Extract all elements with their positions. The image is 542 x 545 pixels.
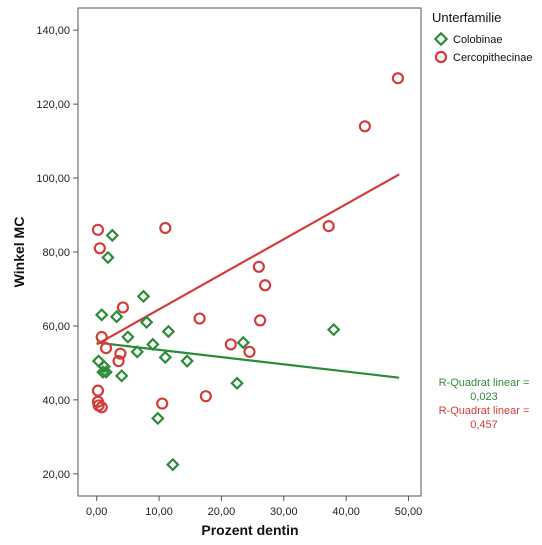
point-cercopithecinae: [254, 314, 267, 327]
point-colobinae: [97, 359, 111, 374]
fit-line-colobinae: [96, 341, 400, 379]
legend-item-colobinae: Colobinae: [433, 31, 503, 47]
x-tick-label: 30,00: [270, 506, 298, 518]
legend-marker-circle: [434, 50, 448, 64]
point-colobinae: [326, 322, 341, 337]
point-colobinae: [166, 457, 180, 472]
point-colobinae: [180, 354, 194, 368]
point-cercopithecinae: [193, 312, 206, 325]
point-colobinae: [158, 350, 173, 365]
point-colobinae: [136, 289, 151, 304]
y-axis: 20,00 40,00 60,00 80,00 100,00 120,00 140,00: [36, 25, 78, 481]
legend-title: Unterfamilie: [432, 10, 501, 25]
point-colobinae: [99, 365, 113, 379]
point-colobinae: [230, 376, 244, 390]
point-cercopithecinae: [243, 345, 256, 358]
y-tick-label: 140,00: [36, 25, 70, 37]
point-colobinae: [94, 308, 109, 322]
point-cercopithecinae: [358, 120, 371, 133]
point-cercopithecinae: [258, 279, 272, 292]
y-axis-title: Winkel MC: [11, 217, 27, 288]
point-colobinae: [114, 369, 129, 383]
point-cercopithecinae: [391, 72, 405, 85]
point-cercopithecinae: [116, 301, 130, 314]
y-tick-label: 60,00: [42, 321, 70, 333]
point-colobinae: [121, 330, 135, 344]
x-tick-label: 40,00: [332, 506, 360, 518]
r2-colobinae-line1: R-Quadrat linear =: [439, 377, 530, 389]
r2-cercopithecinae-value: 0,457: [470, 419, 498, 431]
point-cercopithecinae: [95, 401, 108, 414]
legend-item-cercopithecinae: Cercopithecinae: [434, 50, 533, 64]
point-cercopithecinae: [199, 390, 212, 403]
point-colobinae: [146, 337, 160, 352]
point-cercopithecinae: [322, 220, 335, 233]
point-colobinae: [101, 250, 115, 265]
plot-area: [77, 7, 422, 497]
point-cercopithecinae: [95, 330, 108, 344]
legend-marker-diamond: [433, 31, 449, 47]
r2-colobinae-value: 0,023: [470, 391, 498, 403]
y-tick-label: 40,00: [42, 395, 70, 407]
point-cercopithecinae: [224, 338, 237, 351]
point-colobinae: [151, 411, 165, 426]
y-tick-label: 80,00: [42, 247, 70, 259]
point-colobinae: [139, 315, 154, 329]
y-tick-label: 20,00: [42, 469, 70, 481]
point-cercopithecinae: [99, 342, 113, 355]
legend: Unterfamilie Colobinae Cercopithecinae: [432, 10, 533, 64]
x-tick-label: 20,00: [208, 506, 236, 518]
point-colobinae: [236, 335, 251, 350]
x-tick-label: 10,00: [145, 506, 173, 518]
legend-label-colobinae: Colobinae: [453, 34, 503, 46]
point-colobinae: [109, 309, 124, 324]
x-axis-title: Prozent dentin: [201, 522, 298, 538]
point-colobinae: [161, 324, 176, 339]
y-tick-label: 100,00: [36, 173, 70, 185]
r-squared-annotations: R-Quadrat linear = 0,023 R-Quadrat linea…: [439, 377, 530, 431]
point-colobinae: [130, 345, 145, 359]
point-cercopithecinae: [93, 242, 106, 255]
point-colobinae: [105, 228, 120, 243]
point-cercopithecinae: [91, 223, 105, 236]
point-cercopithecinae: [112, 354, 125, 368]
r2-cercopithecinae-line1: R-Quadrat linear =: [439, 405, 530, 417]
x-tick-label: 50,00: [395, 506, 423, 518]
data-points: [91, 72, 405, 472]
point-cercopithecinae: [252, 260, 265, 273]
x-axis: 0,00 10,00 20,00 30,00 40,00 50,00: [86, 496, 422, 518]
legend-label-cercopithecinae: Cercopithecinae: [453, 52, 533, 64]
point-cercopithecinae: [156, 397, 169, 410]
point-cercopithecinae: [159, 221, 172, 235]
x-tick-label: 0,00: [86, 506, 107, 518]
y-tick-label: 120,00: [36, 99, 70, 111]
point-cercopithecinae: [114, 347, 127, 360]
